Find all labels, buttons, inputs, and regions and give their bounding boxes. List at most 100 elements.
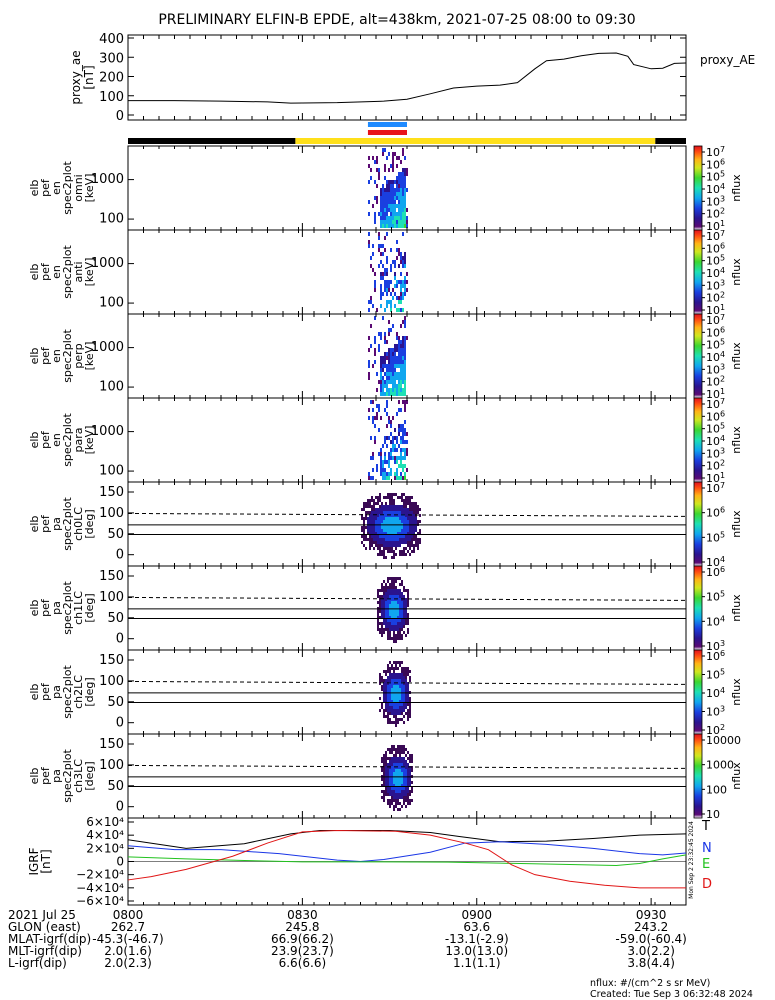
spectrogram-cell	[401, 796, 403, 799]
y-tick-label: −2×10⁴	[76, 868, 124, 882]
spectrogram-cell	[397, 760, 399, 763]
spectrogram-cell	[390, 304, 392, 308]
spectrogram-cell	[407, 526, 409, 529]
spectrogram-cell	[387, 688, 389, 691]
spectrogram-cell	[386, 216, 388, 220]
spectrogram-cell	[391, 619, 393, 622]
spectrogram-cell	[367, 538, 369, 541]
spectrogram-cell	[399, 685, 401, 688]
spectrogram-cell	[400, 368, 402, 372]
spectrogram-cell	[369, 529, 371, 532]
spectrogram-cell	[387, 802, 389, 805]
spectrogram-cell	[372, 476, 374, 480]
spectrogram-cell	[401, 688, 403, 691]
spectrogram-cell	[411, 781, 413, 784]
spectrogram-cell	[391, 748, 393, 751]
spectrogram-cell	[409, 538, 411, 541]
spectrogram-cell	[383, 610, 385, 613]
spectrogram-cell	[395, 763, 397, 766]
spectrogram-cell	[395, 718, 397, 721]
y-tick-label: 1000	[91, 424, 124, 439]
spectrogram-cell	[401, 718, 403, 721]
spectrogram-cell	[404, 264, 406, 268]
panel-ylabel: elbpefpaspec2plotch1LC[deg]	[28, 581, 96, 635]
spectrogram-cell	[388, 476, 390, 480]
spectrogram-cell	[392, 436, 394, 440]
spectrogram-cell	[401, 751, 403, 754]
marker-red	[367, 130, 407, 135]
spectrogram-cell	[394, 364, 396, 368]
spectrogram-cell	[391, 517, 393, 520]
spectrogram-cell	[407, 751, 409, 754]
spectrogram-cell	[385, 754, 387, 757]
spectrogram-cell	[401, 583, 403, 586]
spectrogram-cell	[400, 436, 402, 440]
spectrogram-cell	[393, 583, 395, 586]
spectrogram-cell	[379, 511, 381, 514]
spectrogram-cell	[391, 538, 393, 541]
spectrogram-cell	[386, 340, 388, 344]
spectrogram-cell	[390, 420, 392, 424]
spectrogram-cell	[397, 721, 399, 724]
spectrogram-cell	[371, 511, 373, 514]
spectrogram-cell	[393, 694, 395, 697]
spectrogram-cell	[401, 520, 403, 523]
spectrogram-cell	[393, 508, 395, 511]
spectrogram-cell	[400, 212, 402, 216]
spectrogram-cell	[375, 526, 377, 529]
spectrogram-cell	[383, 514, 385, 517]
spectrogram-cell	[386, 376, 388, 380]
spectrogram-cell	[386, 224, 388, 228]
spectrogram-cell	[388, 320, 390, 324]
spectrogram-cell	[371, 529, 373, 532]
spectrogram-cell	[407, 670, 409, 673]
spectrogram-cell	[399, 757, 401, 760]
spectrogram-cell	[394, 428, 396, 432]
y-tick-label: 0	[116, 548, 124, 563]
spectrogram-cell	[394, 436, 396, 440]
spectrogram-cell	[381, 634, 383, 637]
spectrogram-cell	[395, 553, 397, 556]
spectrogram-cell	[397, 787, 399, 790]
spectrogram-cell	[374, 424, 376, 428]
y-tick-label: 150	[99, 653, 124, 668]
spectrogram-cell	[402, 424, 404, 428]
spectrogram-cell	[388, 288, 390, 292]
spectrogram-cell	[379, 604, 381, 607]
spectrogram-cell	[397, 631, 399, 634]
spectrogram-cell	[389, 538, 391, 541]
spectrogram-cell	[368, 164, 370, 168]
spectrogram-cell	[403, 604, 405, 607]
spectrogram-cell	[395, 616, 397, 619]
spectrogram-cell	[391, 793, 393, 796]
spectrogram-cell	[407, 616, 409, 619]
spectrogram-cell	[403, 613, 405, 616]
spectrogram-cell	[405, 682, 407, 685]
spectrogram-cell	[409, 670, 411, 673]
spectrogram-cell	[380, 448, 382, 452]
spectrogram-cell	[384, 280, 386, 284]
spectrogram-cell	[390, 468, 392, 472]
spectrogram-cell	[395, 547, 397, 550]
spectrogram-cell	[387, 697, 389, 700]
spectrogram-cell	[383, 589, 385, 592]
spectrogram-cell	[383, 670, 385, 673]
spectrogram-cell	[395, 784, 397, 787]
spectrogram-cell	[389, 550, 391, 553]
colorbar-tick-label: 106	[706, 506, 725, 520]
spectrogram-cell	[379, 532, 381, 535]
spectrogram-cell	[370, 176, 372, 180]
spectrogram-cell	[395, 706, 397, 709]
spectrogram-cell	[391, 595, 393, 598]
spectrogram-cell	[376, 468, 378, 472]
spectrogram-cell	[385, 766, 387, 769]
spectrogram-cell	[396, 164, 398, 168]
spectrogram-cell	[385, 604, 387, 607]
spectrogram-panel-omni: 1000100elbpefenspec2plotomni[keV]1071061…	[28, 145, 743, 233]
spectrogram-cell	[393, 586, 395, 589]
spectrogram-cell	[392, 384, 394, 388]
spectrogram-cell	[404, 440, 406, 444]
spectrogram-cell	[388, 452, 390, 456]
spectrogram-cell	[384, 284, 386, 288]
spectrogram-cell	[389, 697, 391, 700]
